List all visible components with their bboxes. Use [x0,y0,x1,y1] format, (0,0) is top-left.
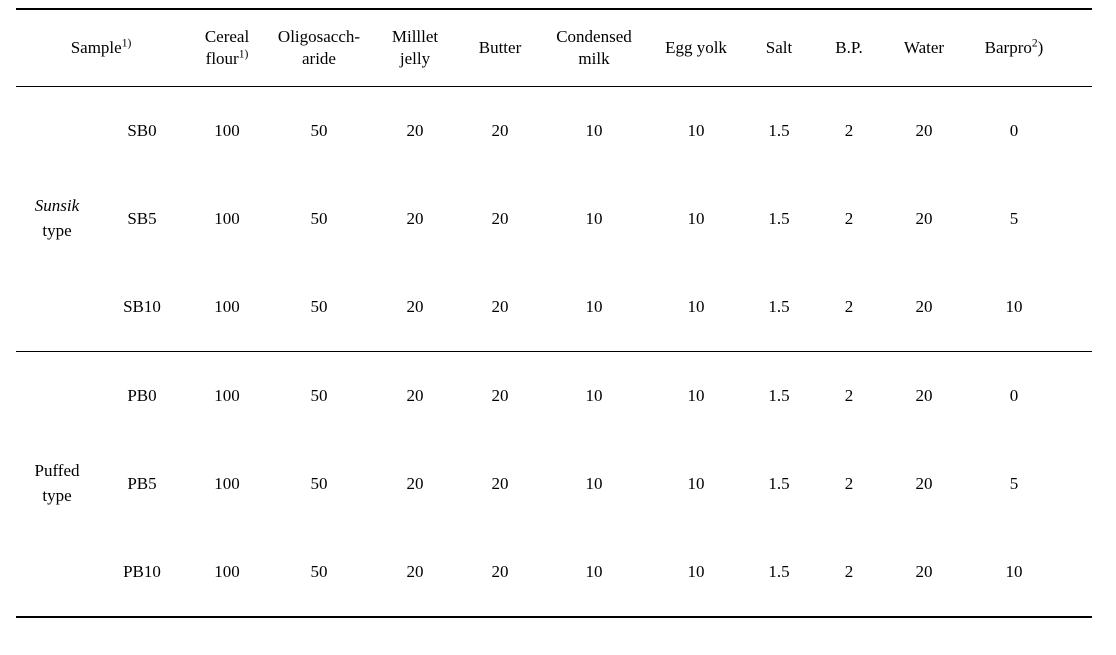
group-sunsik-rows: SB0 100 50 20 20 10 10 1.5 2 20 0 SB5 10… [98,87,1092,351]
col-millet-jelly: Milllet jelly [370,26,460,70]
col-bp: B.P. [814,37,884,59]
col-salt: Salt [744,37,814,59]
group-puffed-rows: PB0 100 50 20 20 10 10 1.5 2 20 0 PB5 10… [98,352,1092,616]
col-condensed-milk: Condensed milk [540,26,648,70]
cell-code: SB10 [98,296,186,318]
group-sunsik-label: Sunsik type [16,87,98,351]
col-water: Water [884,37,964,59]
cell-butter: 20 [460,120,540,142]
cell-salt: 1.5 [744,120,814,142]
col-sample: Sample1) [16,37,186,59]
col-butter: Butter [460,37,540,59]
cell-water: 20 [884,120,964,142]
cell-cond: 10 [540,120,648,142]
col-cereal-l1: Cereal [186,26,268,48]
table-row: SB10 100 50 20 20 10 10 1.5 2 20 10 [98,263,1092,351]
col-oligosaccharide: Oligosacch- aride [268,26,370,70]
cell-oligo: 50 [268,120,370,142]
cell-bp: 2 [814,120,884,142]
cell-millet: 20 [370,120,460,142]
table-row: PB10 100 50 20 20 10 10 1.5 2 20 10 [98,528,1092,616]
cell-barpro: 0 [964,120,1064,142]
cell-code: SB5 [98,208,186,230]
col-barpro: Barpro2) [964,37,1064,59]
col-sample-label: Sample [71,38,122,57]
table-row: SB0 100 50 20 20 10 10 1.5 2 20 0 [98,87,1092,175]
group-puffed: Puffed type PB0 100 50 20 20 10 10 1.5 2… [16,352,1092,618]
col-cereal: Cereal flour1) [186,26,268,70]
table-row: PB0 100 50 20 20 10 10 1.5 2 20 0 [98,352,1092,440]
table-row: SB5 100 50 20 20 10 10 1.5 2 20 5 [98,175,1092,263]
ingredients-table: Sample1) Cereal flour1) Oligosacch- arid… [16,8,1092,618]
group-puffed-label: Puffed type [16,352,98,616]
cell-code: PB0 [98,385,186,407]
cell-code: PB10 [98,561,186,583]
col-egg-yolk: Egg yolk [648,37,744,59]
col-cereal-l2: flour1) [186,48,268,70]
table-row: PB5 100 50 20 20 10 10 1.5 2 20 5 [98,440,1092,528]
group-sunsik: Sunsik type SB0 100 50 20 20 10 10 1.5 2… [16,87,1092,352]
table-header: Sample1) Cereal flour1) Oligosacch- arid… [16,8,1092,87]
cell-code: PB5 [98,473,186,495]
cell-code: SB0 [98,120,186,142]
cell-egg: 10 [648,120,744,142]
col-sample-sup: 1) [122,36,132,49]
cell-cereal: 100 [186,120,268,142]
